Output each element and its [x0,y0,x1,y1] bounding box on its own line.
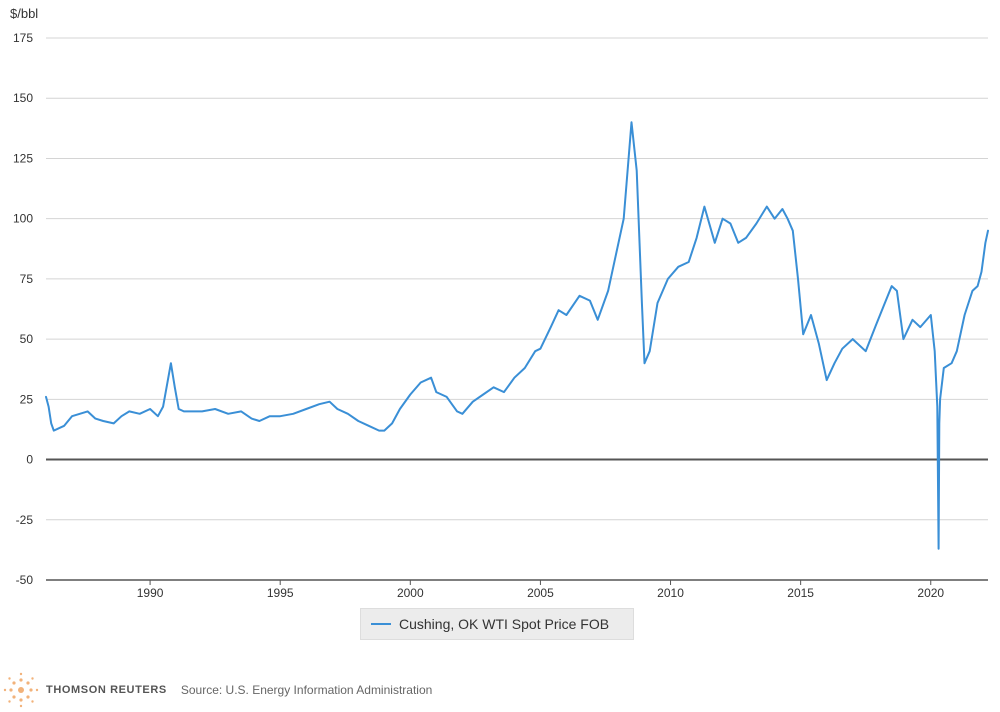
legend-label: Cushing, OK WTI Spot Price FOB [399,616,610,632]
source-note: Source: U.S. Energy Information Administ… [180,683,433,697]
thomson-reuters-logo-icon [3,672,39,708]
series-layer [45,121,989,550]
y-tick-labels: 175 150 125 100 75 50 25 0 -25 -50 [13,31,33,587]
y-tick-label: 75 [20,272,34,286]
y-tick-label: 150 [13,91,33,105]
y-tick-label: 175 [13,31,33,45]
y-tick-label: 0 [26,453,33,467]
gridlines [46,37,988,581]
x-tick-label: 1995 [267,586,294,600]
x-tick-labels: 1990 1995 2000 2005 2010 2015 2020 [137,580,944,600]
legend-line-swatch [371,623,391,625]
series-line-wti-spot-price [45,121,989,550]
legend[interactable]: Cushing, OK WTI Spot Price FOB [360,608,634,640]
y-tick-label: -25 [16,513,34,527]
x-tick-label: 2005 [527,586,554,600]
y-tick-label: 100 [13,212,33,226]
y-tick-label: 25 [20,392,34,406]
y-tick-label: -50 [16,573,34,587]
x-tick-label: 1990 [137,586,164,600]
brand-name: THOMSON REUTERS [46,684,167,696]
x-tick-label: 2000 [397,586,424,600]
x-tick-label: 2010 [657,586,684,600]
y-axis-unit-label: $/bbl [10,6,39,21]
y-tick-label: 50 [20,332,34,346]
x-tick-label: 2020 [917,586,944,600]
footer: THOMSON REUTERS Source: U.S. Energy Info… [2,672,432,708]
x-tick-label: 2015 [787,586,814,600]
y-tick-label: 125 [13,151,33,165]
